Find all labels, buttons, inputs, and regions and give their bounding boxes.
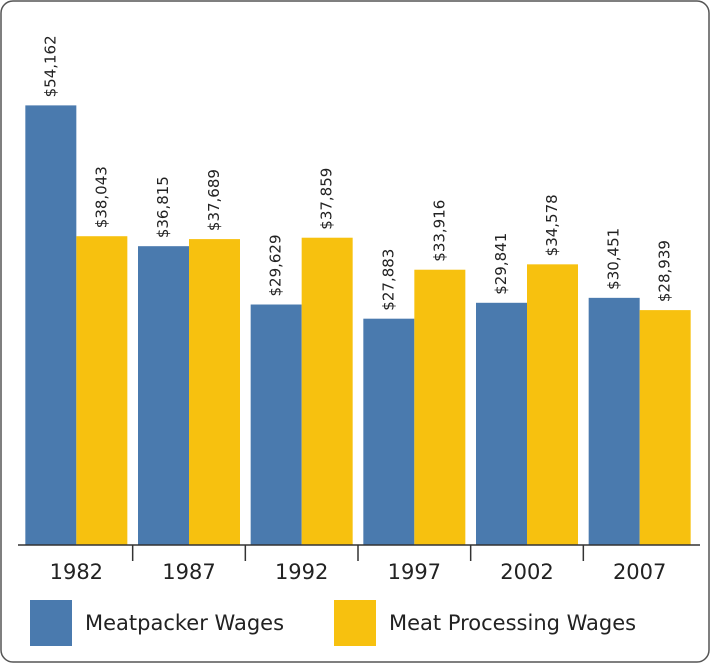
bar bbox=[588, 297, 640, 545]
bar bbox=[363, 318, 415, 545]
bar bbox=[76, 236, 128, 545]
data-label: $29,629 bbox=[267, 234, 285, 296]
x-tick-label: 1982 bbox=[50, 560, 103, 584]
bar bbox=[25, 105, 77, 545]
data-label: $37,689 bbox=[205, 169, 223, 231]
bar bbox=[138, 246, 189, 545]
x-tick-label: 1987 bbox=[162, 560, 215, 584]
x-tick-label: 2002 bbox=[500, 560, 553, 584]
data-label: $54,162 bbox=[41, 35, 59, 97]
data-label: $37,859 bbox=[318, 168, 336, 230]
bar bbox=[414, 269, 466, 545]
data-label: $36,815 bbox=[154, 176, 172, 238]
data-label: $33,916 bbox=[430, 200, 448, 262]
legend-swatch bbox=[30, 600, 72, 646]
data-label: $27,883 bbox=[379, 249, 397, 311]
data-label: $28,939 bbox=[656, 240, 674, 302]
bar bbox=[189, 239, 240, 545]
legend-label: Meat Processing Wages bbox=[389, 611, 636, 635]
data-label: $38,043 bbox=[92, 166, 110, 228]
x-tick-label: 1992 bbox=[275, 560, 328, 584]
data-label: $30,451 bbox=[605, 228, 623, 290]
data-label: $34,578 bbox=[543, 194, 561, 256]
bar bbox=[250, 304, 302, 545]
bar bbox=[527, 264, 578, 545]
x-tick-label: 1997 bbox=[388, 560, 441, 584]
bar bbox=[301, 237, 353, 545]
bar bbox=[476, 302, 527, 545]
data-label: $29,841 bbox=[492, 233, 510, 295]
bar bbox=[639, 310, 691, 545]
legend-label: Meatpacker Wages bbox=[85, 611, 284, 635]
legend-swatch bbox=[334, 600, 376, 646]
x-tick-label: 2007 bbox=[613, 560, 666, 584]
